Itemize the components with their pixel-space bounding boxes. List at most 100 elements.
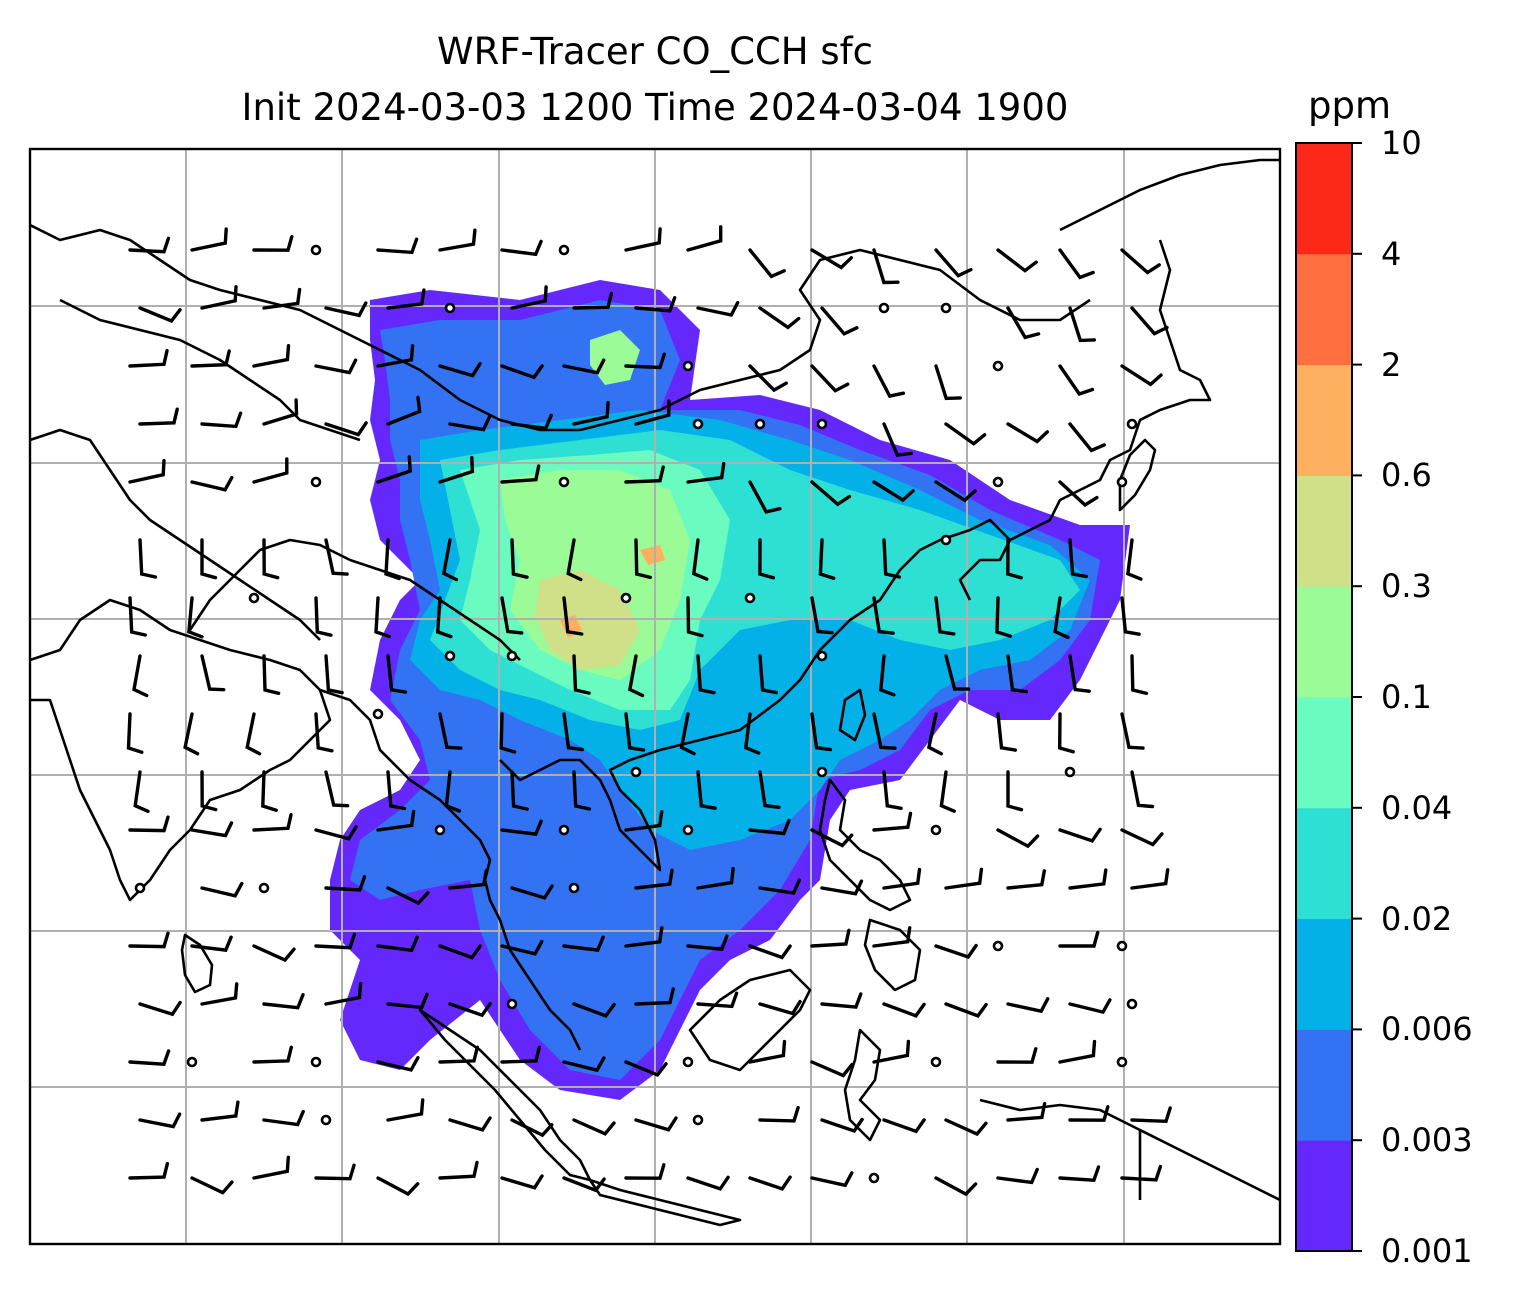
wind-barb [500,239,543,257]
wind-barb [1058,480,1099,508]
calm-wind-marker [754,418,766,430]
wind-barb [1130,306,1169,336]
wind-barb [634,868,674,890]
wind-barb [1068,1105,1110,1122]
coastline-segment [30,223,1091,432]
calm-wind-marker [444,302,456,314]
calm-wind-marker [1116,476,1128,488]
calm-wind-marker [506,650,518,662]
calm-wind-marker [620,592,632,604]
coastline-segment [1009,239,1212,542]
wind-barb [810,1060,854,1078]
wind-barb [314,358,358,375]
wind-barb [944,1118,988,1137]
colorbar-segment [1296,143,1352,255]
coastline-segment [499,649,822,872]
coastline-segment [30,428,321,641]
wind-barb [200,881,244,898]
wind-barb [138,1112,182,1129]
wind-barb [624,352,666,370]
wind-barb [934,1176,978,1197]
wind-barb [314,596,333,637]
wind-barb [882,538,902,579]
wind-barb [748,480,782,514]
calm-wind-marker [310,1056,322,1068]
wind-barb [138,538,158,579]
wind-barb [438,1045,479,1064]
colorbar-segment [1296,586,1352,698]
wind-barb [376,935,419,953]
map-title-line2: Init 2024-03-03 1200 Time 2024-03-04 190… [241,86,1069,129]
calm-wind-marker [682,360,694,372]
wind-barb [441,538,459,582]
wind-barb [562,1176,606,1193]
wind-barb [438,455,475,484]
wind-barb [627,654,645,698]
wind-barb [696,867,735,890]
wind-barb [820,879,864,896]
wind-barb [944,422,987,446]
wind-barb [696,300,740,317]
calm-wind-marker [1116,940,1128,952]
wind-barb [1006,1101,1047,1122]
wind-barb [562,935,605,952]
wind-barb [386,395,422,426]
wind-barb [435,596,453,639]
wind-barb [691,538,709,581]
wind-barb [1006,997,1050,1014]
wind-barb [374,596,391,639]
colorbar-tick-label: 0.04 [1381,788,1453,827]
calm-wind-marker [816,766,828,778]
calm-wind-marker [186,1056,198,1068]
wind-barb [500,464,541,484]
calm-wind-marker [568,882,580,894]
wind-barb [679,712,696,756]
calm-wind-marker [692,1114,704,1126]
wind-barb [566,538,583,582]
wind-barb [190,821,234,838]
wind-barb [510,1118,554,1138]
colorbar-tick-label: 0.006 [1381,1010,1473,1049]
wind-barb [810,480,852,507]
wind-barb [500,1045,541,1064]
wind-barb [200,285,238,310]
wind-barb [1058,930,1100,948]
coastline-segment [843,1028,882,1142]
calm-wind-marker [310,476,322,488]
colorbar-tick-label: 4 [1381,234,1402,273]
wind-barb [1120,1164,1163,1182]
wind-barb [758,878,801,895]
wind-barb [1058,827,1102,843]
wind-barb [1068,868,1108,890]
wind-barb [324,421,368,437]
wind-barb [448,415,492,432]
wind-barb [820,1117,864,1134]
wind-barb [820,306,859,336]
wind-barb [500,596,524,635]
wind-barb [187,596,204,639]
wind-barb [190,227,228,252]
wind-barb [748,944,792,960]
wind-barb [438,944,482,960]
wind-barb [996,248,1038,273]
wind-barb [758,538,776,580]
wind-barb [200,1100,240,1122]
calm-wind-marker [506,998,518,1010]
calm-wind-marker [258,882,270,894]
wind-barb [252,944,296,963]
wind-barb [810,364,850,393]
wind-barb [324,538,349,576]
wind-barb [562,712,585,752]
wind-barb [438,1160,479,1180]
wind-barb [1120,596,1141,636]
wind-barb [882,422,913,458]
wind-barb [262,1109,305,1127]
colorbar-segment [1296,1029,1352,1141]
colorbar-segment [1296,253,1352,366]
wind-barb [1068,654,1091,693]
calm-wind-marker [692,418,704,430]
wind-barb [1058,1165,1101,1182]
wind-barb [262,287,302,310]
wind-barb [872,364,906,399]
wind-barb [882,867,922,890]
